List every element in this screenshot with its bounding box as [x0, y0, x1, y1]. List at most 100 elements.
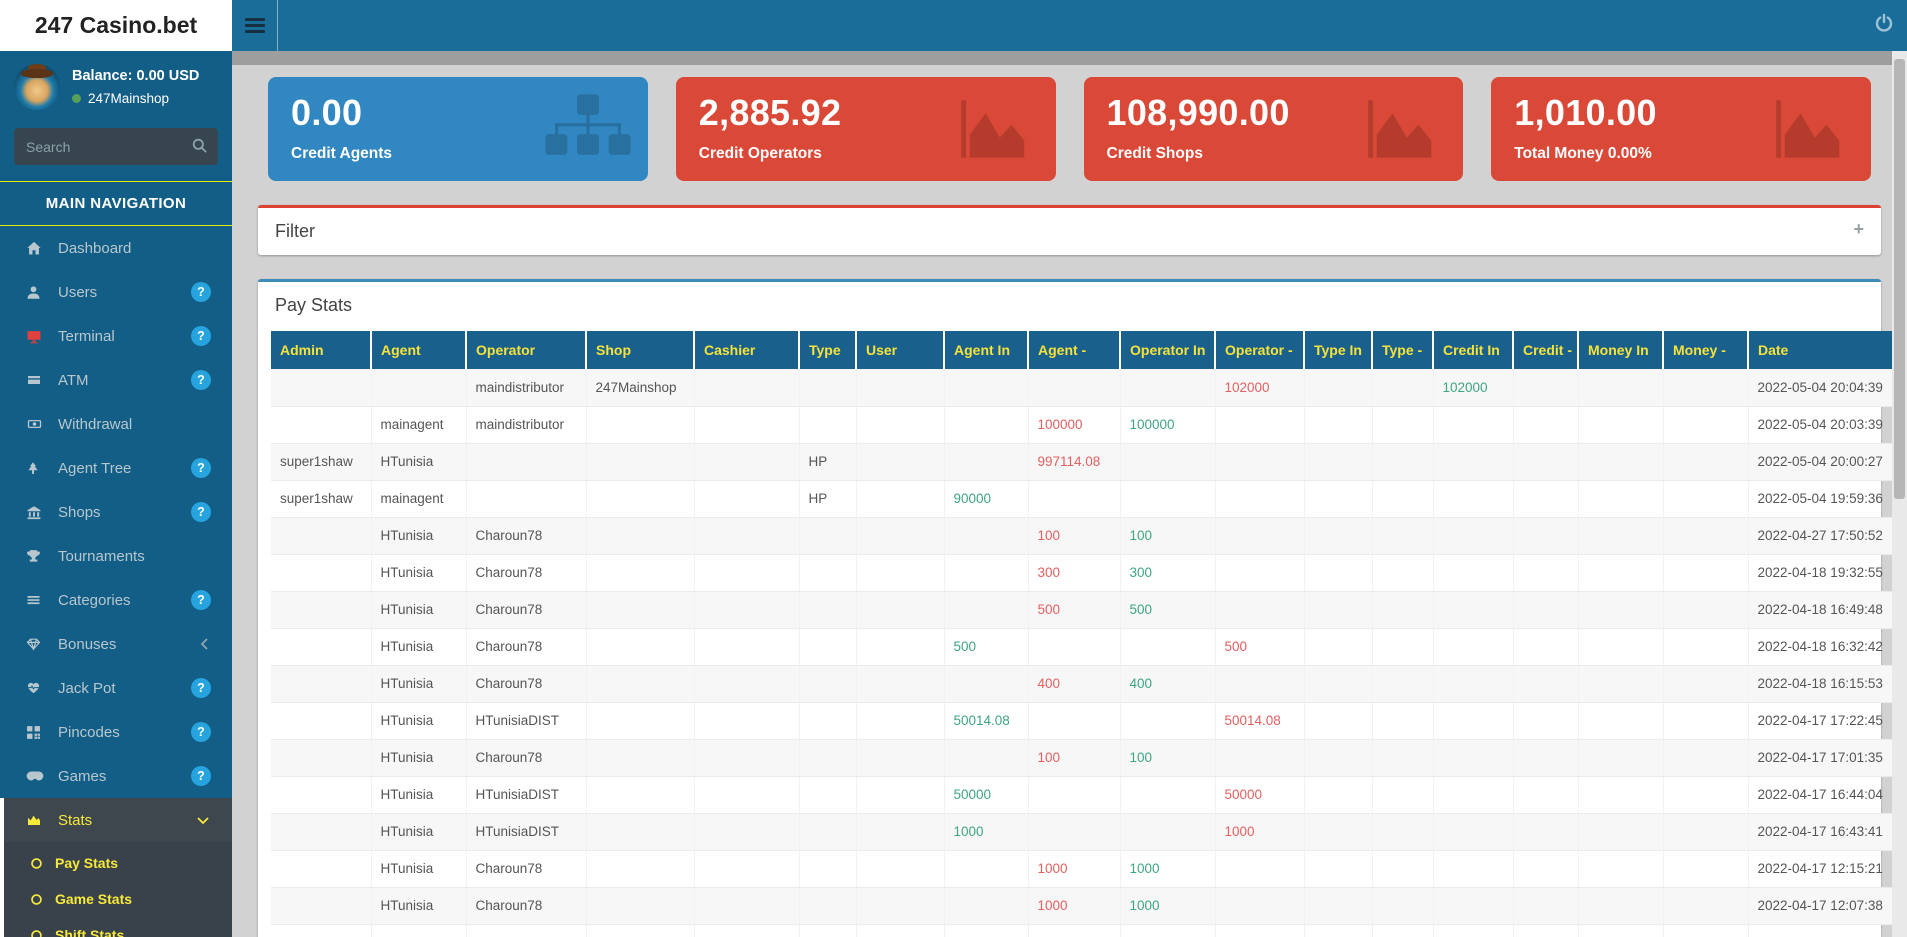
- table-cell: [1304, 739, 1373, 777]
- table-cell: [944, 739, 1029, 777]
- table-cell: [1578, 591, 1664, 629]
- table-cell: [694, 443, 800, 481]
- table-cell: [1304, 406, 1373, 444]
- table-cell: [856, 776, 945, 814]
- avatar[interactable]: [14, 64, 60, 110]
- filter-panel-header[interactable]: Filter +: [258, 208, 1881, 255]
- sidebar-item-withdrawal[interactable]: Withdrawal: [0, 402, 232, 446]
- table-cell: [1433, 480, 1514, 518]
- table-cell: [799, 850, 857, 888]
- table-cell: 1000: [1028, 887, 1121, 925]
- sidebar-subitem-pay-stats[interactable]: Pay Stats: [4, 845, 232, 881]
- credit-card-icon: [26, 373, 45, 387]
- sidebar-item-atm[interactable]: ATM?: [0, 358, 232, 402]
- expand-plus-icon[interactable]: +: [1853, 219, 1864, 239]
- table-cell: [1663, 591, 1749, 629]
- paystats-panel: Pay Stats Admin Agent Operator Shop Cashier T…: [258, 279, 1901, 937]
- table-cell: [1304, 776, 1373, 814]
- column-header-type-in: Type In: [1304, 331, 1373, 369]
- monitor-icon: [26, 329, 45, 344]
- table-row: super1shaw mainagent HP 90000 2022-05-04 19:…: [271, 480, 1901, 518]
- search-input[interactable]: [14, 128, 218, 165]
- sidebar-item-label: Withdrawal: [58, 415, 133, 433]
- table-cell: 100000: [1120, 406, 1216, 444]
- navbar-divider: [277, 0, 278, 51]
- sidebar-item-shops[interactable]: Shops?: [0, 490, 232, 534]
- table-cell: [1215, 591, 1305, 629]
- stat-label: Credit Shops: [1106, 145, 1203, 162]
- sidebar-item-games[interactable]: Games?: [0, 754, 232, 798]
- table-cell: 100: [1028, 517, 1121, 555]
- table-cell: [1028, 628, 1121, 666]
- column-header-operator: Operator -: [1215, 331, 1305, 369]
- table-cell: HTunisia: [371, 702, 467, 740]
- area-chart-icon: [1769, 93, 1855, 170]
- table-cell: [1578, 887, 1664, 925]
- brand-logo[interactable]: 247 Casino.bet: [0, 0, 232, 51]
- sidebar-item-stats[interactable]: Stats: [0, 798, 232, 842]
- table-cell: [271, 554, 372, 592]
- table-cell: [694, 517, 800, 555]
- table-cell: [586, 628, 695, 666]
- search-icon[interactable]: [192, 138, 207, 158]
- area-chart-icon: [954, 93, 1040, 170]
- help-badge: ?: [191, 502, 211, 522]
- table-cell: [1304, 924, 1373, 937]
- sidebar-item-bonuses[interactable]: Bonuses: [0, 622, 232, 666]
- help-badge: ?: [191, 722, 211, 742]
- table-cell: Charoun78: [466, 591, 587, 629]
- table-cell: [856, 665, 945, 703]
- table-cell: HP: [799, 480, 857, 518]
- sidebar-item-dashboard[interactable]: Dashboard: [0, 226, 232, 270]
- table-cell: [1578, 443, 1664, 481]
- paystats-table: Admin Agent Operator Shop Cashier Type User Age…: [271, 331, 1901, 937]
- table-row: mainagent maindistributor 100000 100000 2022…: [271, 406, 1901, 444]
- table-cell: 500: [1120, 591, 1216, 629]
- sidebar-item-jack-pot[interactable]: Jack Pot?: [0, 666, 232, 710]
- table-cell: [1663, 406, 1749, 444]
- logout-power-button[interactable]: [1861, 0, 1907, 51]
- paystats-title: Pay Stats: [275, 295, 353, 315]
- table-cell: [1028, 924, 1121, 937]
- table-cell: [1215, 517, 1305, 555]
- table-cell: [856, 702, 945, 740]
- table-cell: Charoun78: [466, 665, 587, 703]
- table-cell: 100: [1028, 739, 1121, 777]
- table-cell: [271, 813, 372, 851]
- table-cell: [694, 554, 800, 592]
- table-row: HTunisia Charoun78 500 500 2022-04-18 16:32:…: [271, 628, 1901, 666]
- sidebar-item-pincodes[interactable]: Pincodes?: [0, 710, 232, 754]
- table-cell: HTunisia: [371, 850, 467, 888]
- sidebar-item-label: Pincodes: [58, 723, 120, 741]
- scrollbar-thumb[interactable]: [1894, 59, 1905, 499]
- page-scrollbar[interactable]: [1892, 51, 1907, 937]
- table-cell: [1513, 443, 1579, 481]
- table-cell: Charoun78: [466, 628, 587, 666]
- table-cell: [944, 887, 1029, 925]
- table-cell: 2022-04-18 19:32:55: [1748, 554, 1901, 592]
- table-cell: [586, 665, 695, 703]
- table-cell: [944, 517, 1029, 555]
- table-cell: [271, 628, 372, 666]
- table-cell: [1663, 813, 1749, 851]
- sidebar-item-categories[interactable]: Categories?: [0, 578, 232, 622]
- table-cell: 2022-04-17 17:22:45: [1748, 702, 1901, 740]
- table-cell: 1000: [1028, 850, 1121, 888]
- table-cell: HTunisia: [371, 517, 467, 555]
- table-cell: [1433, 813, 1514, 851]
- sidebar-item-terminal[interactable]: Terminal?: [0, 314, 232, 358]
- table-cell: [1120, 702, 1216, 740]
- sidebar-item-tournaments[interactable]: Tournaments: [0, 534, 232, 578]
- table-cell: [1304, 850, 1373, 888]
- sidebar-subitem-game-stats[interactable]: Game Stats: [4, 881, 232, 917]
- table-cell: [466, 480, 587, 518]
- sidebar-subitem-label: Shift Stats: [55, 927, 125, 937]
- sidebar-toggle-button[interactable]: [232, 0, 277, 51]
- sidebar-item-users[interactable]: Users?: [0, 270, 232, 314]
- sidebar-item-agent-tree[interactable]: Agent Tree?: [0, 446, 232, 490]
- sidebar-section-title: MAIN NAVIGATION: [0, 181, 232, 226]
- table-cell: Charoun78: [466, 739, 587, 777]
- gamepad-icon: [26, 769, 45, 783]
- table-cell: [586, 924, 695, 937]
- sidebar-subitem-shift-stats[interactable]: Shift Stats: [4, 917, 232, 937]
